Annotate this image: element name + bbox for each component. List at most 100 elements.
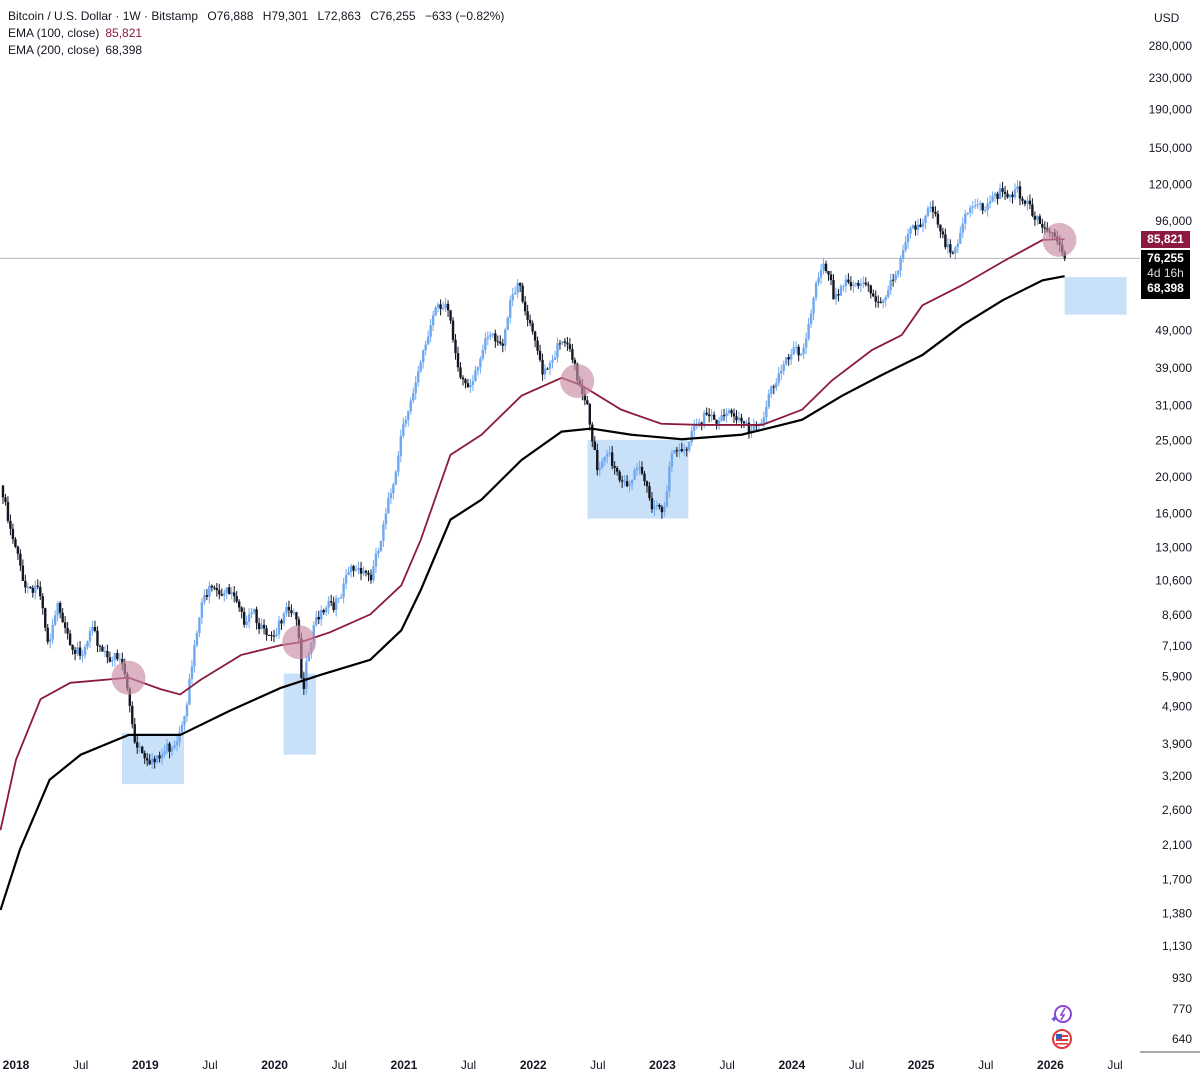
x-tick-label: 2023 xyxy=(649,1058,676,1070)
candle-up xyxy=(785,357,788,365)
candle-down xyxy=(1033,215,1037,220)
candle-down xyxy=(106,651,109,658)
y-tick-label: 96,000 xyxy=(1155,214,1192,228)
candle-down xyxy=(11,528,15,540)
highlight-circle xyxy=(1042,222,1077,257)
candle-down xyxy=(148,760,151,765)
candle-down xyxy=(712,414,716,420)
candle-up xyxy=(429,325,432,337)
candle-up xyxy=(904,242,907,251)
y-tick-label: 2,600 xyxy=(1162,803,1192,817)
candle-down xyxy=(364,570,368,573)
candle-up xyxy=(178,732,181,742)
candle-down xyxy=(14,539,17,547)
candle-up xyxy=(623,481,626,483)
candle-up xyxy=(655,504,659,507)
candle-down xyxy=(329,601,333,603)
candle-down xyxy=(66,627,69,634)
candle-up xyxy=(362,570,365,574)
candle-up xyxy=(337,597,340,599)
candle-down xyxy=(6,501,10,521)
ema200-line xyxy=(0,275,1065,911)
candle-up xyxy=(404,420,407,424)
ohlc-open: O76,888 xyxy=(207,9,254,23)
candle-up xyxy=(399,435,403,456)
last-price-value: 76,255 xyxy=(1147,251,1184,265)
candle-down xyxy=(272,635,276,637)
ai-assistant-icon[interactable] xyxy=(1050,1003,1074,1025)
y-tick-label: 930 xyxy=(1172,971,1192,985)
candle-down xyxy=(501,343,504,346)
candle-down xyxy=(518,282,522,286)
candle-down xyxy=(93,627,97,631)
candle-up xyxy=(88,631,92,642)
candle-up xyxy=(916,224,920,230)
price-axis xyxy=(1140,0,1200,1070)
candle-up xyxy=(717,420,721,424)
candle-up xyxy=(886,290,890,297)
candle-up xyxy=(792,347,795,355)
ohlc-close: C76,255 xyxy=(370,9,416,23)
candle-up xyxy=(150,758,154,765)
candle-up xyxy=(49,639,52,642)
candle-down xyxy=(1011,194,1014,198)
candle-down xyxy=(322,610,325,613)
currency-label[interactable]: USD xyxy=(1154,11,1180,25)
candle-down xyxy=(521,285,524,302)
candle-down xyxy=(73,649,77,654)
candle-down xyxy=(588,404,591,425)
candle-up xyxy=(884,296,887,301)
candle-up xyxy=(349,566,353,572)
candle-up xyxy=(817,277,820,284)
candle-up xyxy=(382,524,385,541)
symbol-title[interactable]: Bitcoin / U.S. Dollar · 1W · Bitstamp xyxy=(8,9,199,23)
candle-up xyxy=(419,362,422,372)
candle-down xyxy=(879,301,882,303)
candle-up xyxy=(822,263,825,271)
candle-down xyxy=(461,377,465,380)
candle-down xyxy=(240,607,243,612)
candle-down xyxy=(302,678,306,689)
candle-up xyxy=(277,620,281,635)
ema200-legend[interactable]: EMA (200, close) 68,398 xyxy=(8,42,510,59)
candle-up xyxy=(720,415,723,421)
y-tick-label: 640 xyxy=(1172,1032,1192,1046)
candle-up xyxy=(491,333,495,335)
candle-up xyxy=(688,442,691,451)
candle-up xyxy=(777,373,780,383)
candle-up xyxy=(986,203,989,210)
candle-down xyxy=(68,633,72,645)
candle-up xyxy=(489,334,492,337)
candle-down xyxy=(1038,216,1042,224)
candle-up xyxy=(469,384,472,388)
ema100-legend[interactable]: EMA (100, close) 85,821 xyxy=(8,25,510,42)
candle-down xyxy=(108,657,112,662)
candle-up xyxy=(924,215,927,224)
candle-up xyxy=(327,601,330,608)
candle-down xyxy=(939,224,942,232)
candle-down xyxy=(270,635,273,637)
candle-down xyxy=(215,588,219,591)
candle-up xyxy=(170,747,174,752)
candle-down xyxy=(1006,193,1009,198)
candle-up xyxy=(844,279,848,287)
candle-up xyxy=(608,452,611,454)
candle-up xyxy=(155,755,159,763)
candle-up xyxy=(389,493,393,499)
y-tick-label: 1,700 xyxy=(1162,873,1192,887)
candle-up xyxy=(998,188,1002,199)
candle-down xyxy=(981,203,984,211)
candle-down xyxy=(596,449,599,471)
candle-down xyxy=(747,422,751,433)
candle-down xyxy=(707,414,711,417)
x-tick-label: 2025 xyxy=(908,1058,935,1070)
candle-up xyxy=(81,655,84,657)
candle-down xyxy=(131,705,134,725)
candle-down xyxy=(837,294,840,296)
highlight-box xyxy=(283,673,316,755)
candle-up xyxy=(678,449,681,452)
candle-up xyxy=(633,470,636,480)
candle-up xyxy=(1008,194,1012,198)
us-flag-icon[interactable] xyxy=(1050,1028,1074,1050)
